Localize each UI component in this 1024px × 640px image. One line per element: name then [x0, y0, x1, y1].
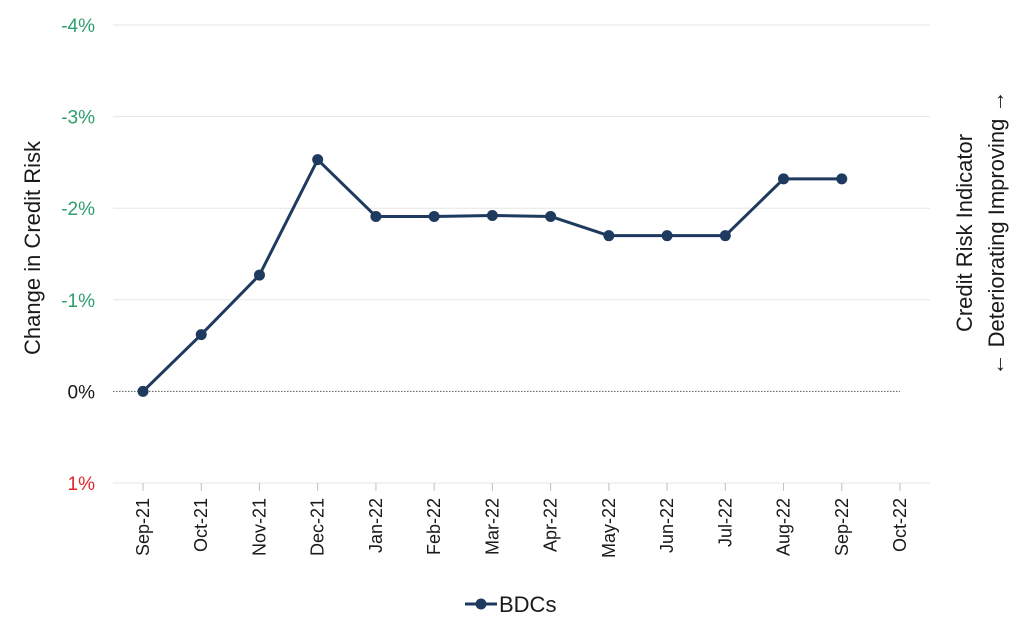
y-tick-label: 0%: [68, 382, 96, 403]
x-tick-label: May-22: [599, 498, 619, 558]
right-axis-direction: ← Deteriorating Improving →: [984, 91, 1009, 376]
x-axis: Sep-21 Oct-21 Nov-21 Dec-21 Jan-22 Feb-22 Mar-…: [133, 483, 910, 558]
x-tick-label: Sep-22: [832, 498, 852, 556]
data-point: [312, 154, 324, 166]
legend-label: BDCs: [499, 592, 556, 617]
x-tick-label: Jun-22: [657, 498, 677, 553]
y-tick-label: -4%: [61, 16, 95, 37]
x-tick-label: Jan-22: [366, 498, 386, 553]
x-tick-label: Oct-21: [191, 498, 211, 552]
x-tick-label: Nov-21: [249, 498, 269, 556]
y-tick-label: -2%: [61, 199, 95, 220]
data-point: [836, 173, 848, 185]
y-tick-label: 1%: [68, 474, 96, 495]
series-layer: [137, 154, 848, 397]
data-point: [719, 230, 731, 242]
x-tick-label: Mar-22: [482, 498, 502, 555]
gridlines: [113, 24, 930, 484]
data-point: [370, 210, 382, 222]
y-axis-title: Change in Credit Risk: [20, 140, 45, 355]
y-tick-label: -1%: [61, 291, 95, 312]
legend: BDCs: [465, 592, 556, 617]
x-tick-label: Jul-22: [715, 498, 735, 547]
x-tick-label: Apr-22: [541, 498, 561, 552]
data-point: [778, 173, 790, 185]
data-point: [195, 329, 207, 341]
x-tick-label: Dec-21: [308, 498, 328, 556]
data-point: [486, 210, 498, 222]
x-tick-label: Aug-22: [774, 498, 794, 556]
right-axis-title: Credit Risk Indicator: [952, 134, 977, 332]
x-tick-label: Feb-22: [424, 498, 444, 555]
data-point: [661, 230, 673, 242]
x-tick-label: Sep-21: [133, 498, 153, 556]
x-tick-label: Oct-22: [890, 498, 910, 552]
data-point: [253, 269, 265, 281]
data-point: [428, 210, 440, 222]
data-point: [603, 230, 615, 242]
series-line: [141, 158, 842, 393]
legend-marker: [475, 598, 487, 610]
y-tick-label: -3%: [61, 108, 95, 129]
y-axis-ticks: -4% -3% -2% -1% 0% 1%: [61, 16, 95, 495]
data-point: [137, 385, 149, 397]
data-point: [545, 210, 557, 222]
